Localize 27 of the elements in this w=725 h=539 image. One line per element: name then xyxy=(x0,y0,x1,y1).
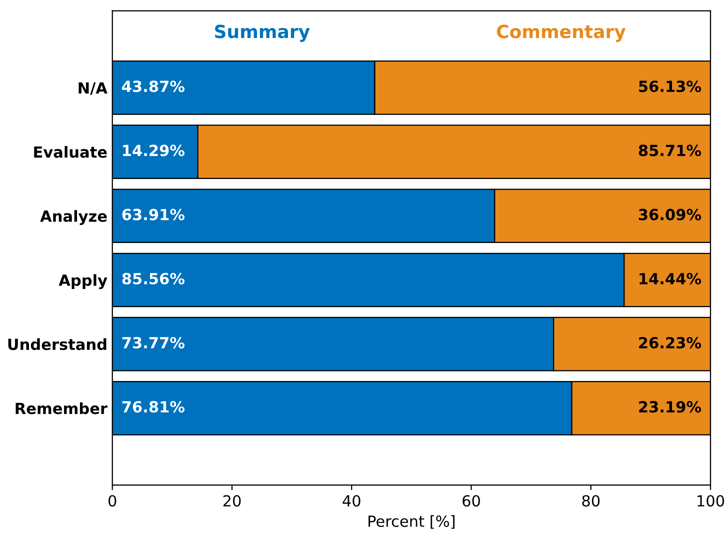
y-tick-label: Analyze xyxy=(40,210,107,225)
x-tick-label: 20 xyxy=(223,495,241,507)
data-label: 14.29% xyxy=(123,144,184,156)
data-label: 85.71% xyxy=(638,144,702,156)
x-tick-label: 100 xyxy=(698,495,724,507)
y-tick-label: Remember xyxy=(16,402,108,414)
series-label: Commentary xyxy=(496,24,626,42)
data-label: 56.13% xyxy=(639,80,702,92)
data-label: 43.87% xyxy=(122,80,184,92)
data-label: 14.44% xyxy=(640,272,702,284)
data-label: 36.09% xyxy=(638,208,702,220)
x-tick-label: 80 xyxy=(582,495,600,507)
x-axis-title: Percent [%] xyxy=(368,515,455,529)
data-label: 73.77% xyxy=(122,336,184,349)
data-label: 26.23% xyxy=(639,336,702,349)
x-tick-label: 0 xyxy=(108,495,116,507)
data-label: 23.19% xyxy=(639,401,702,413)
y-tick-label: Apply xyxy=(58,274,108,290)
series-label: Summary xyxy=(215,24,310,42)
data-label: 85.56% xyxy=(122,272,184,284)
data-label: 76.81% xyxy=(122,401,184,413)
y-tick-label: N/A xyxy=(78,82,108,95)
data-label: 63.91% xyxy=(122,208,184,220)
x-tick-label: 40 xyxy=(342,495,360,507)
y-tick-label: Understand xyxy=(8,338,106,350)
y-tick-label: Evaluate xyxy=(34,146,107,158)
x-tick-label: 60 xyxy=(462,495,480,507)
